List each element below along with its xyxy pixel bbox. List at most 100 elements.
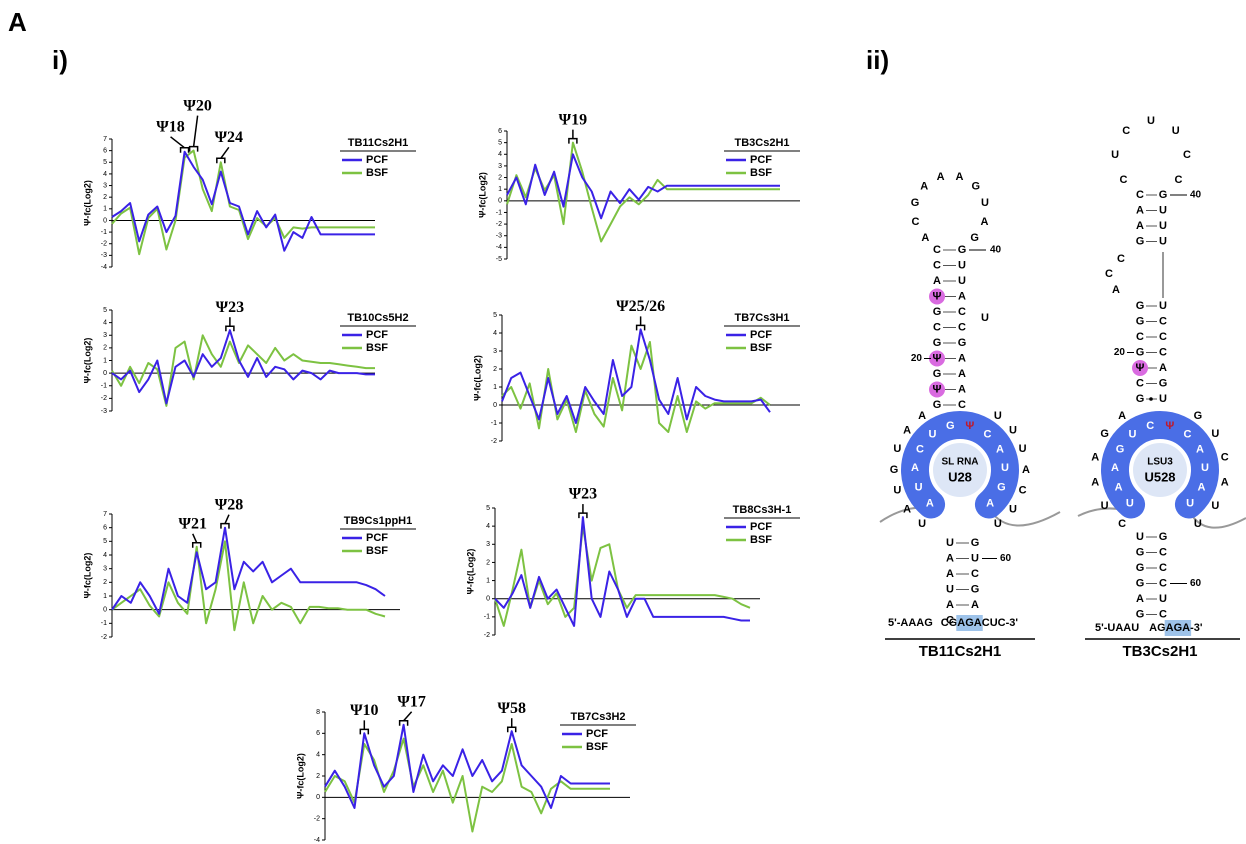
data-line	[111, 334, 375, 407]
y-tick-label: 2	[103, 579, 107, 586]
y-tick-label: -1	[101, 620, 107, 627]
annotation-bracket	[220, 522, 230, 529]
nucleotide: U	[994, 410, 1002, 422]
nucleotide: C	[971, 568, 979, 580]
legend-title: TB3Cs2H1	[734, 137, 789, 149]
annotation-leader	[220, 146, 230, 159]
nucleotide: G	[958, 337, 967, 349]
nucleotide: G	[958, 244, 967, 256]
annotation: Ψ28	[215, 496, 243, 513]
nucleotide: G	[1159, 189, 1168, 201]
legend-title: TB7Cs3H1	[734, 312, 789, 324]
y-tick-label: 6	[498, 128, 502, 135]
nucleotide: G	[1136, 300, 1145, 312]
annotation: Ψ20	[183, 97, 211, 114]
nucleotide: A	[1112, 284, 1120, 296]
nucleotide: A	[1197, 481, 1205, 493]
y-tick-label: 5	[498, 139, 502, 146]
legend-label: BSF	[750, 534, 772, 546]
nucleotide: U	[1129, 428, 1137, 440]
nucleotide: U	[1001, 462, 1009, 474]
nucleotide: U	[929, 428, 937, 440]
position-number: 40	[990, 245, 1002, 256]
nucleotide: U	[946, 537, 954, 549]
nucleotide: C	[1105, 268, 1113, 280]
legend-label: BSF	[750, 342, 772, 354]
sequence-segment: 5'-UAAU	[1095, 622, 1139, 634]
position-number: 20	[911, 353, 923, 364]
annotation: Ψ21	[178, 515, 206, 532]
subpanel-label: i)	[52, 45, 68, 75]
panel-label: A	[8, 7, 27, 37]
y-tick-label: -3	[496, 233, 502, 240]
nucleotide: C	[1117, 253, 1125, 265]
legend-title: TB7Cs3H2	[570, 711, 625, 723]
nucleotide: U	[1019, 443, 1027, 455]
nucleotide: C	[1136, 189, 1144, 201]
nucleotide: U	[1159, 235, 1167, 247]
nucleotide: A	[1022, 464, 1030, 476]
nucleotide: U	[1159, 220, 1167, 232]
pseudouridine-mark	[1132, 360, 1148, 376]
nucleotide: C	[1174, 174, 1182, 186]
nucleotide: A	[1091, 451, 1099, 463]
nucleotide: U	[915, 481, 923, 493]
annotation-leader	[192, 115, 199, 147]
legend-label: PCF	[750, 154, 772, 166]
nucleotide: G	[933, 399, 942, 411]
nucleotide: U	[1126, 497, 1134, 509]
nucleotide: C	[1159, 577, 1167, 589]
data-line	[111, 150, 375, 252]
nucleotide: C	[1221, 451, 1229, 463]
nucleotide: G	[946, 420, 955, 432]
nucleotide: A	[946, 599, 954, 611]
annotation: Ψ58	[497, 700, 525, 717]
y-tick-label: 2	[486, 559, 490, 566]
nucleotide: C	[984, 428, 992, 440]
y-tick-label: -5	[496, 256, 502, 263]
y-tick-label: 0	[493, 402, 497, 409]
nucleotide: U	[1159, 300, 1167, 312]
y-tick-label: 5	[103, 538, 107, 545]
legend-label: BSF	[586, 741, 608, 753]
nucleotide: U	[946, 583, 954, 595]
y-tick-label: 1	[103, 206, 107, 213]
position-number: 20	[1114, 347, 1126, 358]
y-tick-label: 2	[103, 345, 107, 352]
y-tick-label: 7	[103, 136, 107, 143]
nucleotide: U	[1159, 204, 1167, 216]
nucleotide: Ψ	[965, 420, 974, 432]
nucleotide: G	[971, 181, 980, 193]
y-tick-label: -2	[484, 632, 490, 639]
nucleotide: U	[958, 259, 966, 271]
nucleotide: Ψ	[933, 383, 942, 395]
y-tick-label: -1	[491, 420, 497, 427]
nucleotide: C	[1146, 420, 1154, 432]
annotation: Ψ23	[216, 299, 244, 316]
y-axis-label: Ψ-fc(Log2)	[82, 180, 92, 226]
y-tick-label: -2	[491, 438, 497, 445]
nucleotide: C	[933, 244, 941, 256]
sequence-segment: AG	[1149, 622, 1166, 634]
nucleotide: U	[1201, 462, 1209, 474]
nucleotide: A	[958, 368, 966, 380]
y-tick-label: 2	[493, 366, 497, 373]
legend-title: TB9Cs1ppH1	[344, 515, 412, 527]
nucleotide: A	[1196, 443, 1204, 455]
annotation: Ψ24	[215, 129, 243, 146]
annotation-leader	[224, 514, 230, 524]
line-chart: -5 -4 -3 -2 -1 0 1 2 3 4 5 6 Ψ-fc(Log2) TB3Cs2H1 PCFBS…	[477, 111, 800, 263]
y-axis-label: Ψ-fc(Log2)	[295, 753, 305, 799]
nucleotide: C	[1159, 562, 1167, 574]
nucleotide: U	[981, 197, 989, 209]
nucleotide: Ψ	[933, 352, 942, 364]
nucleotide: G	[970, 232, 979, 244]
y-tick-label: -4	[496, 244, 502, 251]
y-tick-label: 1	[493, 384, 497, 391]
nucleotide: C	[1159, 546, 1167, 558]
box-label: U528	[1144, 469, 1175, 484]
